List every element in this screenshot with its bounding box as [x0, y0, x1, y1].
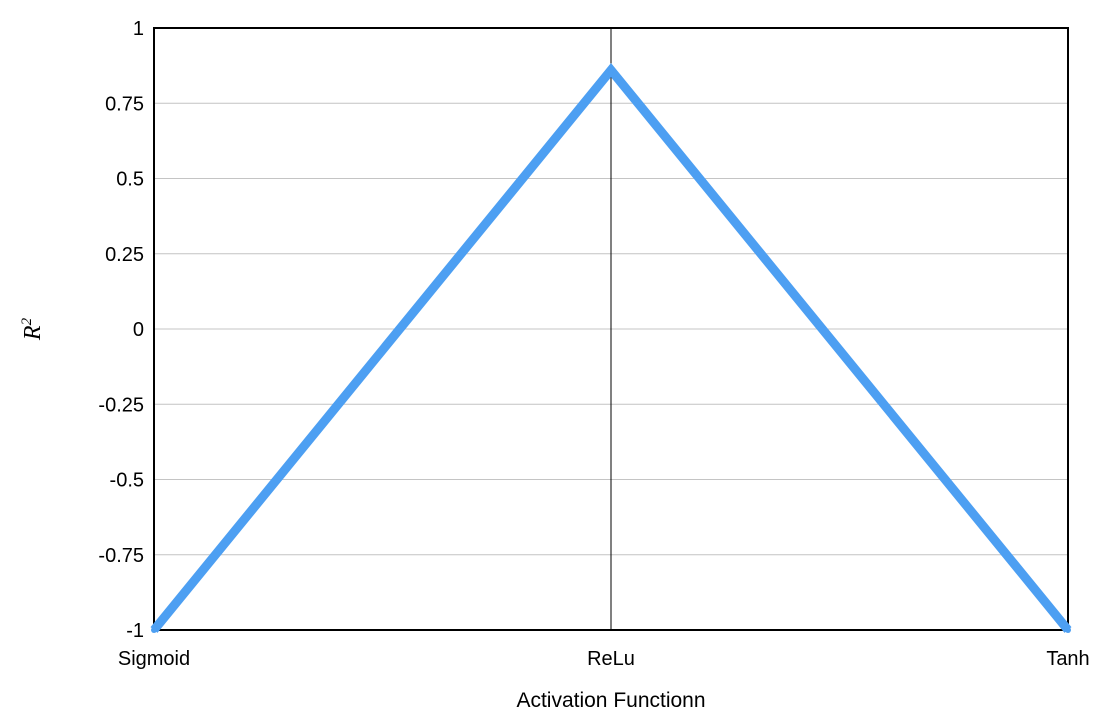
y-tick-label: -0.25 — [98, 394, 144, 416]
y-tick-label: -0.75 — [98, 545, 144, 567]
y-axis-label-superscript: 2 — [19, 317, 35, 325]
y-tick-label: -1 — [126, 620, 144, 642]
y-tick-label: 0 — [133, 319, 144, 341]
x-tick-label: ReLu — [587, 648, 635, 670]
y-tick-label: 1 — [133, 18, 144, 40]
data-point — [151, 627, 157, 633]
y-tick-labels: 1 0.75 0.5 0.25 0 -0.25 -0.5 -0.75 -1 — [98, 18, 144, 642]
x-tick-label: Sigmoid — [118, 648, 190, 670]
y-tick-label: 0.25 — [105, 244, 144, 266]
x-axis-label: Activation Functionn — [516, 689, 705, 712]
series-group — [150, 63, 1072, 633]
data-point — [608, 67, 614, 74]
data-point — [1065, 627, 1071, 633]
y-tick-label: -0.5 — [110, 470, 144, 492]
y-axis-label: R2 — [19, 317, 46, 341]
x-tick-labels: Sigmoid ReLu Tanh — [118, 648, 1090, 670]
x-tick-label: Tanh — [1046, 648, 1089, 670]
y-tick-label: 0.75 — [105, 93, 144, 115]
y-axis-label-base: R — [20, 325, 46, 341]
plot-frame — [153, 27, 1069, 631]
y-tick-label: 0.5 — [116, 169, 144, 191]
